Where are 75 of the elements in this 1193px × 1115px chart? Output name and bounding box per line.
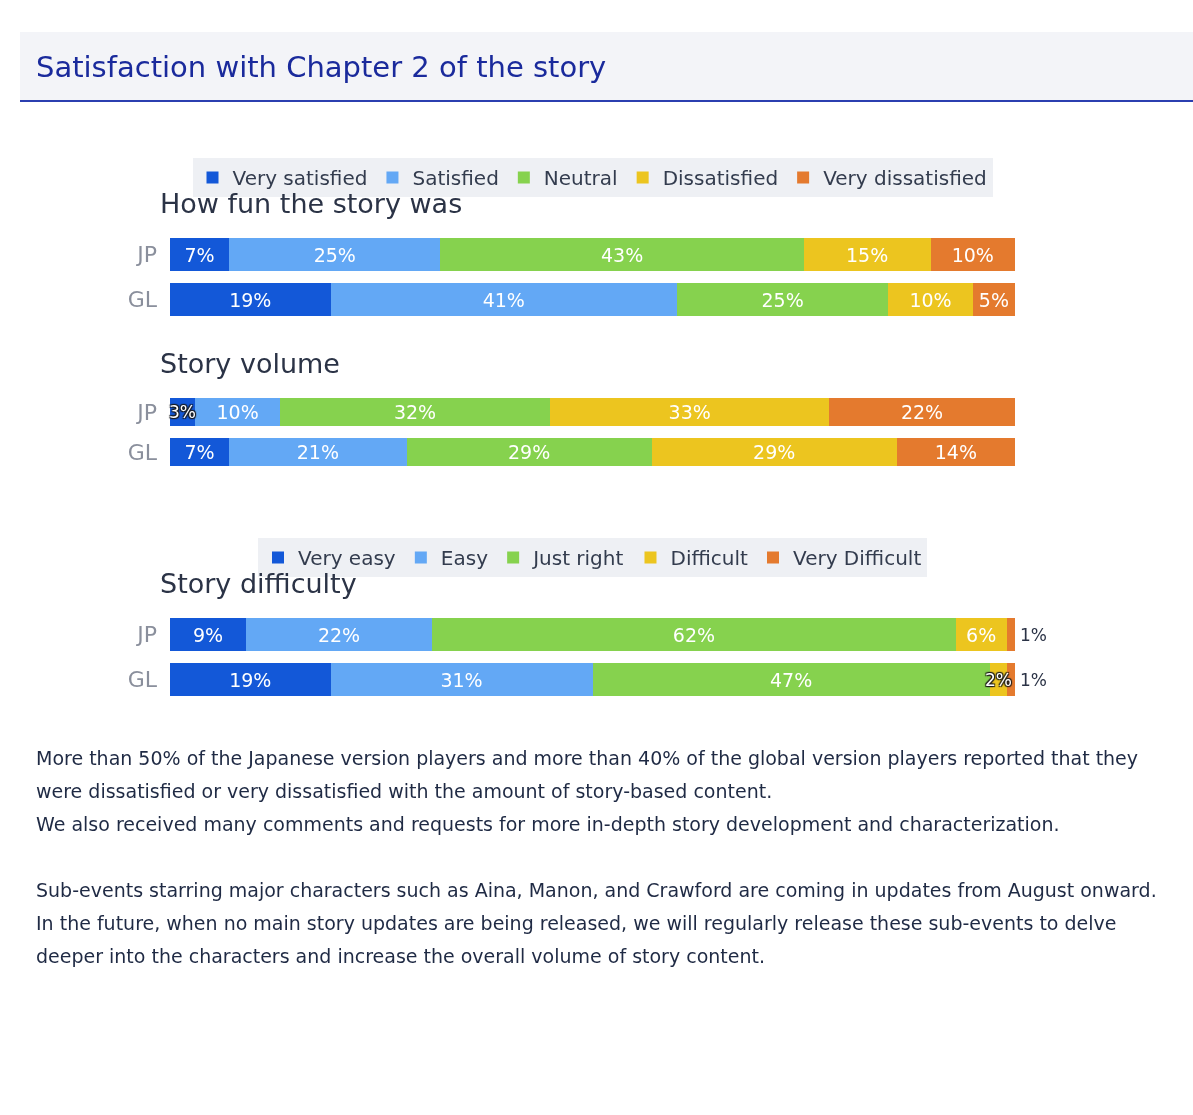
bar [651, 437, 897, 467]
data-label: 22% [317, 623, 361, 646]
data-label: 2% [985, 670, 1012, 690]
data-label: 29% [753, 441, 796, 463]
bar [431, 618, 956, 651]
data-label: 22% [900, 401, 944, 423]
bar [829, 397, 1015, 427]
data-label: 33% [668, 401, 711, 423]
legend-label: Difficult [670, 546, 749, 571]
data-label: 62% [672, 623, 716, 646]
y-tick-label: JP [135, 242, 157, 268]
data-label: 47% [769, 668, 813, 691]
chart-title: Satisfaction with Chapter 2 of the story [20, 32, 1193, 102]
legend-label: Very satisfied [232, 166, 368, 191]
data-label: 1% [1020, 625, 1047, 645]
text: Sub-events starring major characters such as Aina, Manon, and Crawford are coming in updates from August onward. [36, 878, 1158, 903]
legend-label: Very Difficult [793, 546, 922, 571]
legend-label: Dissatisfied [662, 166, 779, 191]
text: More than 50% of the Japanese version players and more than 40% of the global version players reported that they were dissatisfied or very dissatisfied with the amount of story-based content. [36, 746, 1140, 804]
chart-title: Story difficulty [160, 568, 357, 600]
y-tick-label: JP [135, 622, 157, 648]
data-label: 43% [600, 243, 644, 266]
data-label: 21% [296, 441, 339, 463]
data-label: 25% [761, 288, 804, 311]
data-label: 14% [934, 441, 977, 463]
data-label: 25% [313, 243, 356, 266]
y-tick-label: GL [127, 439, 158, 465]
legend-label: Very easy [298, 546, 396, 571]
text: In the future, when no main story updates are being released, we will regularly release these sub-events to delve deeper into the characters and increase the overall volume of story content. [36, 911, 1118, 969]
bar [229, 238, 441, 271]
bar [229, 437, 407, 467]
data-label: 10% [216, 401, 259, 423]
data-label: 3% [169, 402, 196, 422]
text: We also received many comments and requests for more in-depth story development and characterization. [36, 812, 1061, 837]
data-label: 15% [846, 243, 889, 266]
bar [330, 283, 677, 316]
bar [888, 283, 973, 316]
bar [1006, 618, 1015, 651]
data-label: 31% [440, 668, 483, 691]
data-label: 1% [1020, 670, 1047, 690]
data-label: 10% [951, 243, 994, 266]
chart-title: Story volume [160, 348, 340, 380]
bar [406, 437, 652, 467]
legend-label: Satisfied [412, 166, 499, 191]
bar [330, 663, 593, 696]
bar [279, 397, 551, 427]
legend-label: Just right [531, 546, 624, 571]
bar [246, 618, 432, 651]
data-label: 7% [184, 441, 215, 463]
bar [803, 238, 931, 271]
data-label: 19% [229, 668, 272, 691]
data-label: 9% [192, 623, 224, 646]
y-tick-label: GL [127, 667, 158, 693]
y-tick-label: GL [127, 287, 158, 313]
data-label: 10% [909, 288, 952, 311]
bar [440, 238, 804, 271]
legend-label: Easy [440, 546, 489, 571]
data-label: 29% [508, 441, 551, 463]
bar [170, 618, 247, 651]
data-label: 32% [393, 401, 437, 423]
y-tick-label: JP [135, 399, 157, 425]
data-label: 7% [184, 243, 215, 266]
data-label: 19% [229, 288, 272, 311]
legend-label: Neutral [543, 166, 618, 191]
bar [170, 238, 230, 271]
bar [550, 397, 830, 427]
bar [677, 283, 889, 316]
legend-label: Very dissatisfied [823, 166, 987, 191]
bar [170, 663, 331, 696]
data-label: 41% [482, 288, 525, 311]
bar [930, 238, 1015, 271]
data-label: 6% [966, 623, 997, 646]
data-label: 5% [978, 288, 1009, 311]
bar [170, 283, 331, 316]
chart-subtitle: How fun the story was [160, 188, 463, 220]
